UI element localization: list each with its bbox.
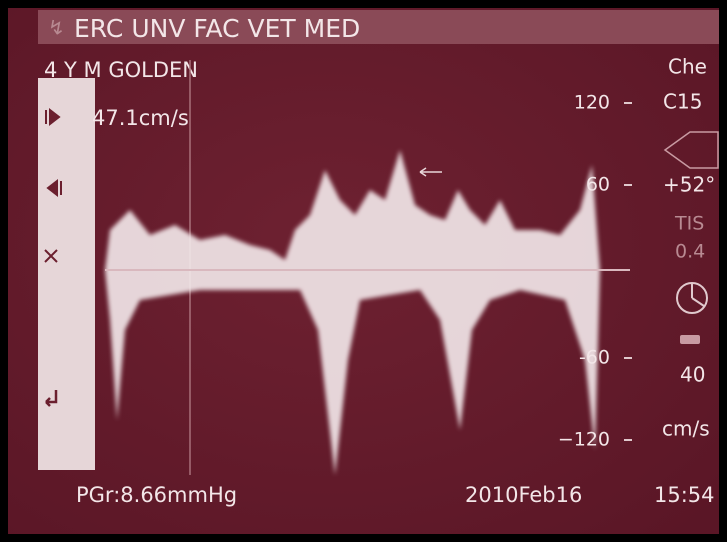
tis-value: 0.4 <box>675 241 705 263</box>
page: ↯ ERC UNV FAC VET MED 4 Y M GOLDEN 47.1c… <box>0 0 727 542</box>
toolbar <box>38 78 95 470</box>
logo-icon: ↯ <box>48 16 65 40</box>
scale-label: −120 <box>558 429 610 451</box>
velocity-measurement: 47.1cm/s <box>92 106 189 130</box>
prf-unit: cm/s <box>662 417 710 441</box>
battery-icon <box>680 335 700 344</box>
exam-date: 2010Feb16 <box>465 483 582 507</box>
pressure-gradient: PGr:8.66mmHg <box>76 483 237 507</box>
probe-name: C15 <box>663 90 702 114</box>
exam-time: 15:54 <box>654 483 715 507</box>
tis-label: TIS <box>674 213 704 235</box>
scale-label: 120 <box>574 92 610 114</box>
steer-angle: +52° <box>663 173 715 197</box>
ultrasound-screen: ↯ ERC UNV FAC VET MED 4 Y M GOLDEN 47.1c… <box>0 0 727 542</box>
header-title: ERC UNV FAC VET MED <box>74 14 360 43</box>
prf-value: 40 <box>680 363 705 387</box>
scale-label: 60 <box>586 174 610 196</box>
probe-top: Che <box>668 55 707 79</box>
scale-label: -60 <box>579 347 610 369</box>
